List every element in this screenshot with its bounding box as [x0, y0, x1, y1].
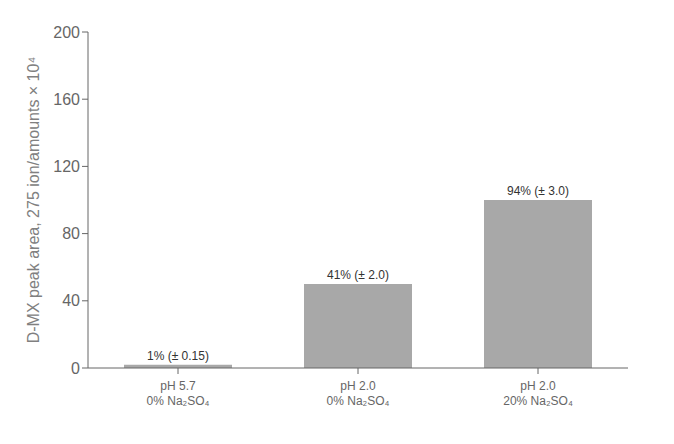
svg-text:41% (± 2.0): 41% (± 2.0): [327, 268, 389, 282]
svg-text:94% (± 3.0): 94% (± 3.0): [507, 184, 569, 198]
svg-text:160: 160: [53, 91, 80, 108]
svg-text:1% (± 0.15): 1% (± 0.15): [147, 349, 209, 363]
svg-text:80: 80: [62, 225, 80, 242]
svg-text:pH 2.00% Na₂SO₄: pH 2.00% Na₂SO₄: [327, 379, 390, 408]
svg-text:pH 5.70% Na₂SO₄: pH 5.70% Na₂SO₄: [147, 379, 210, 408]
svg-text:D-MX peak area, 275 ion/amount: D-MX peak area, 275 ion/amounts × 10⁴: [25, 57, 42, 344]
svg-text:200: 200: [53, 24, 80, 41]
svg-text:120: 120: [53, 158, 80, 175]
svg-text:0: 0: [71, 360, 80, 377]
svg-text:40: 40: [62, 292, 80, 309]
svg-text:pH 2.020% Na₂SO₄: pH 2.020% Na₂SO₄: [503, 379, 573, 408]
